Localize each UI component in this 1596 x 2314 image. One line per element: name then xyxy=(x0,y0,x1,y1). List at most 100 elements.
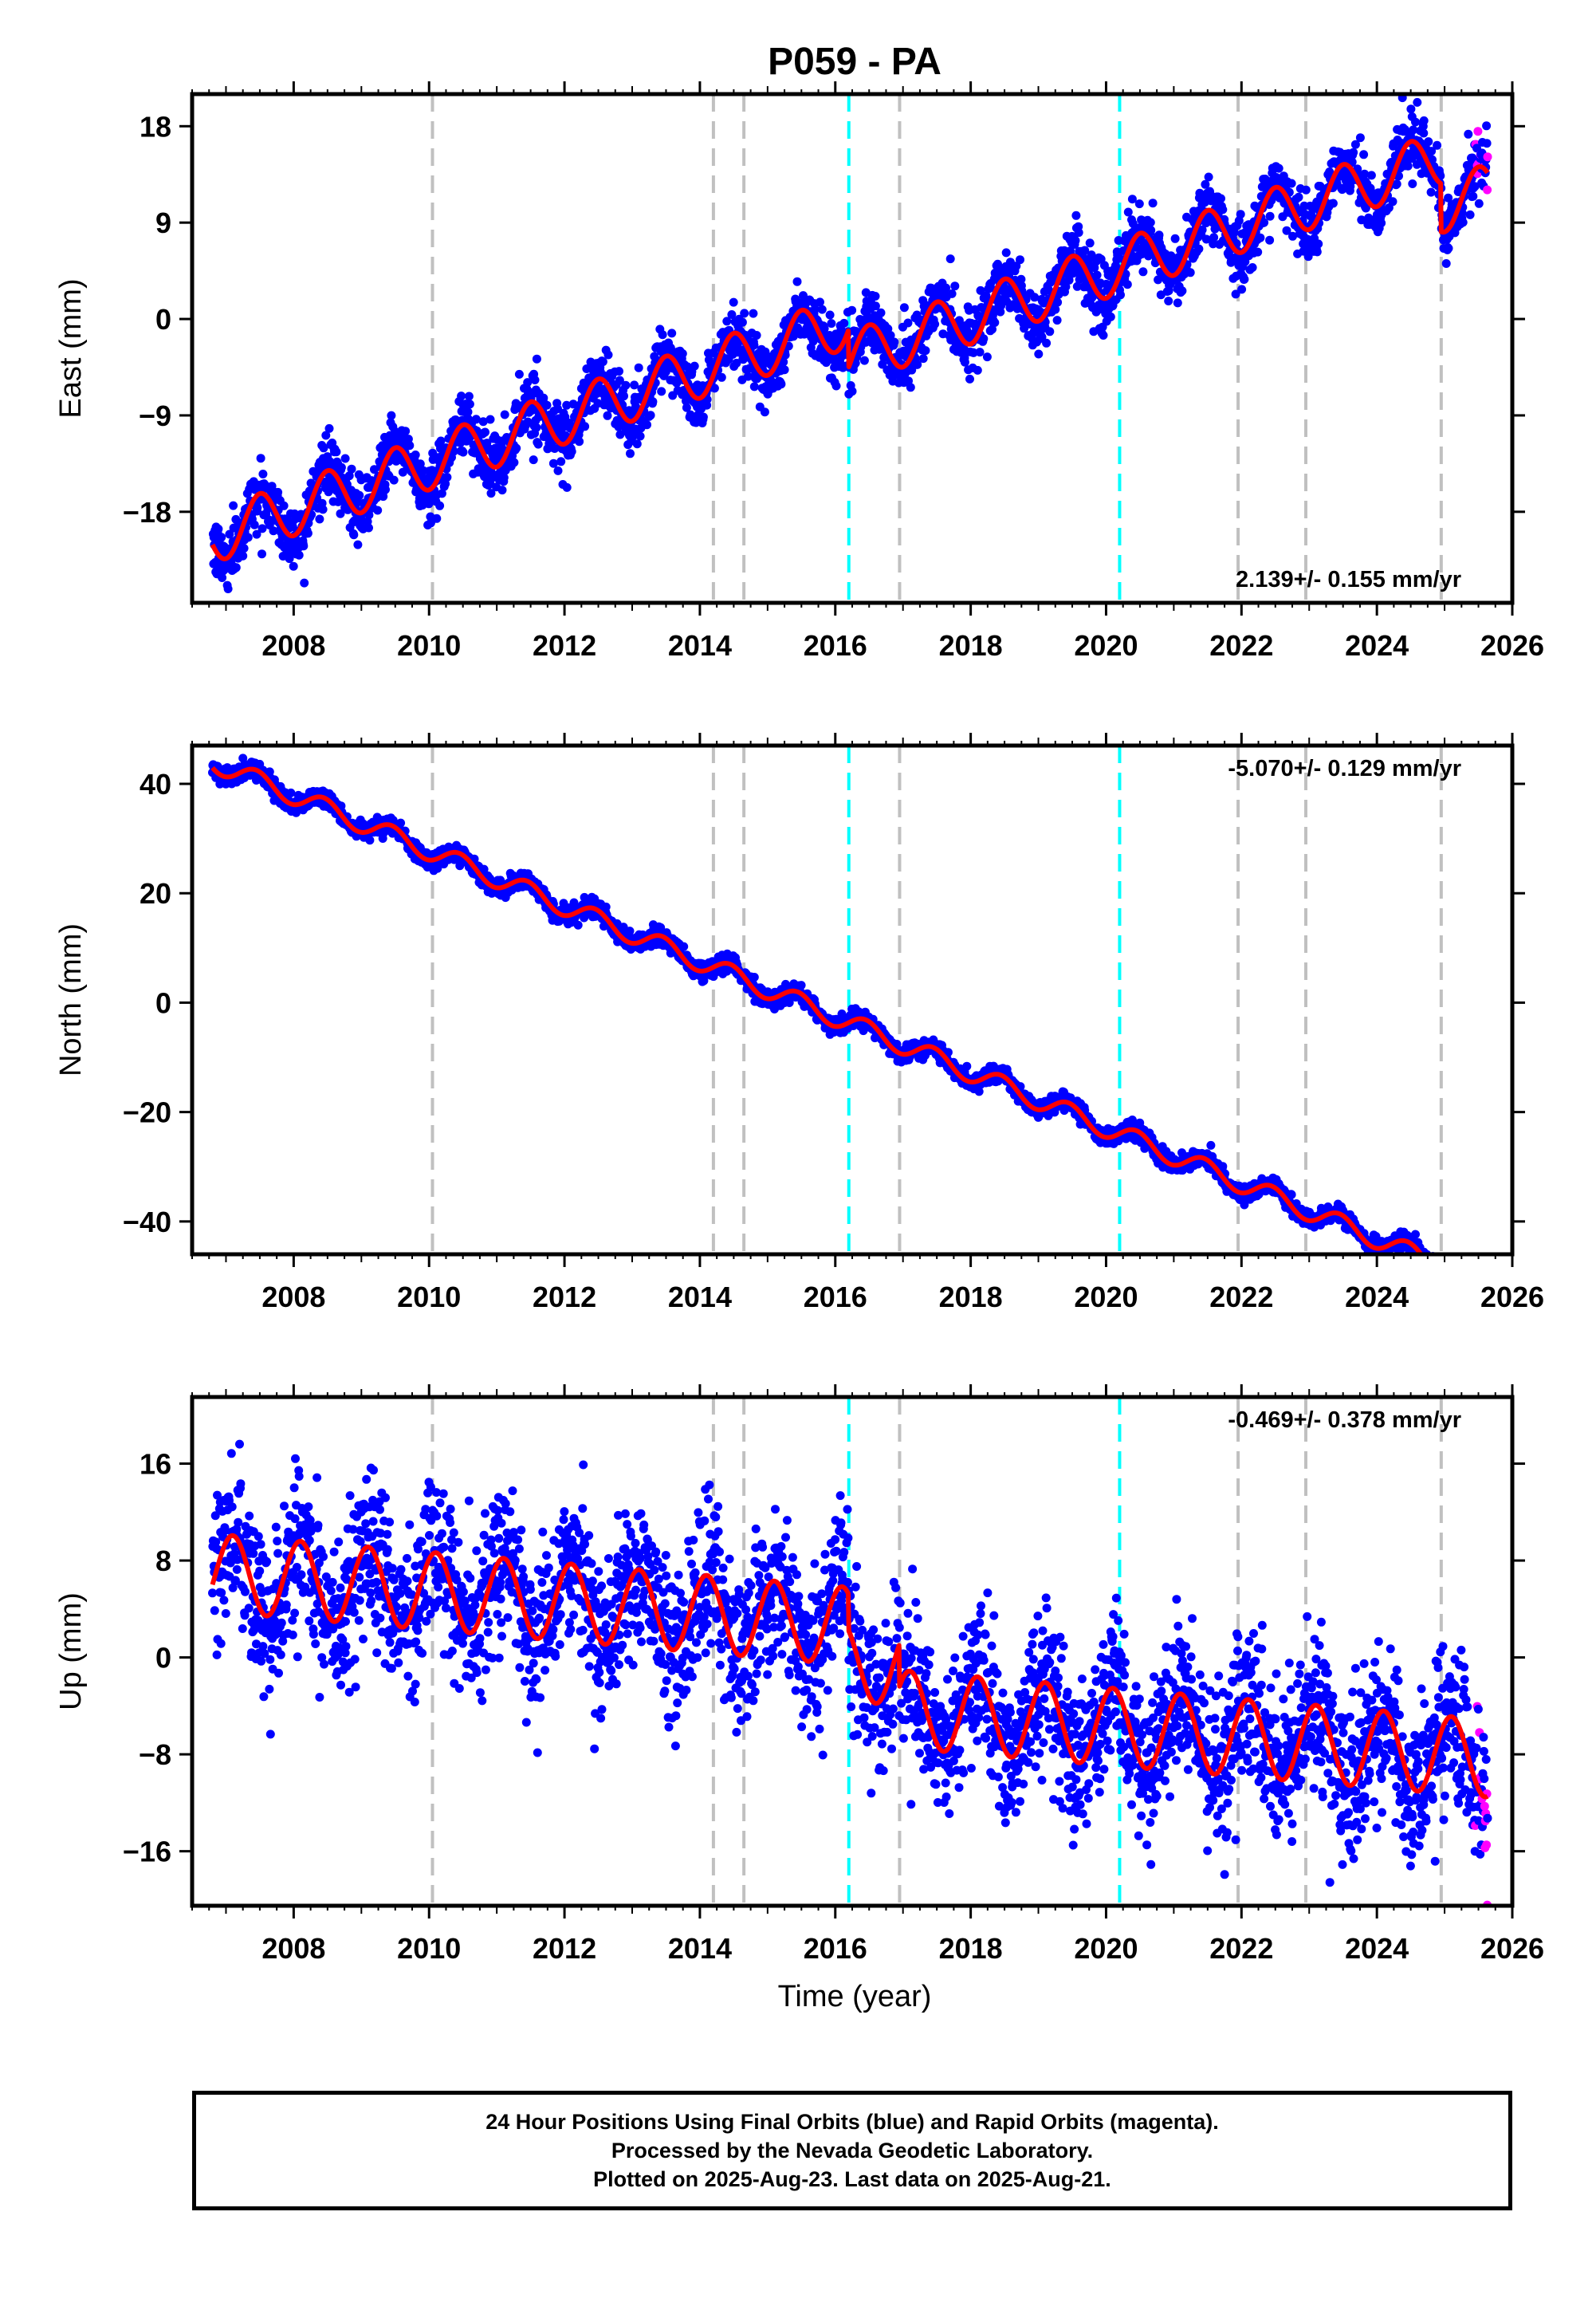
final-orbit-point xyxy=(918,354,928,364)
panel-north: North (mm)2008 2010 2012 2014 2016 2018 2020 20… xyxy=(54,733,1544,1313)
final-orbit-point xyxy=(1087,250,1096,260)
east-x-tick-label: 2024 xyxy=(1345,629,1409,662)
final-orbit-point xyxy=(1037,333,1047,342)
final-orbit-point xyxy=(258,470,268,478)
final-orbit-point xyxy=(321,431,331,440)
rapid-orbit-point xyxy=(1483,152,1492,162)
final-orbit-point xyxy=(365,836,375,845)
final-orbit-point xyxy=(364,523,373,533)
final-orbit-point xyxy=(1444,243,1453,253)
final-orbit-point xyxy=(973,365,982,375)
final-orbit-point xyxy=(458,447,468,457)
final-orbit-point xyxy=(1071,211,1081,220)
final-orbit-point xyxy=(253,503,262,512)
final-orbit-point xyxy=(1392,179,1401,189)
final-orbit-point xyxy=(1482,121,1492,131)
final-orbit-point xyxy=(1357,215,1366,225)
final-orbit-point xyxy=(831,381,841,391)
final-orbit-point xyxy=(1236,210,1245,219)
final-orbit-point xyxy=(415,459,425,469)
final-orbit-point xyxy=(486,489,496,498)
final-orbit-point xyxy=(1001,248,1011,258)
final-orbit-point xyxy=(580,422,590,431)
final-orbit-point xyxy=(1394,171,1403,181)
final-orbit-point xyxy=(1231,289,1240,299)
north-y-tick-label: −40 xyxy=(123,1206,171,1238)
final-orbit-point xyxy=(732,358,741,368)
final-orbit-point xyxy=(257,524,267,533)
east-y-tick-label: 18 xyxy=(140,110,171,143)
final-orbit-point xyxy=(743,372,753,381)
final-orbit-point xyxy=(890,337,899,347)
final-orbit-point xyxy=(1346,182,1355,191)
final-orbit-point xyxy=(294,550,304,560)
final-orbit-point xyxy=(1464,129,1473,139)
final-orbit-point xyxy=(630,380,639,390)
final-orbit-point xyxy=(1170,234,1180,243)
final-orbit-point xyxy=(698,412,708,422)
east-x-tick-label: 2022 xyxy=(1209,629,1273,662)
final-orbit-point xyxy=(567,447,576,456)
final-orbit-point xyxy=(344,471,354,481)
final-orbit-point xyxy=(930,320,940,329)
final-orbit-point xyxy=(1397,94,1407,103)
final-orbit-point xyxy=(435,501,445,510)
final-orbit-point xyxy=(1051,305,1060,314)
final-orbit-point xyxy=(679,942,689,951)
final-orbit-point xyxy=(921,346,930,356)
final-orbit-point xyxy=(257,549,266,559)
final-orbit-point xyxy=(1256,233,1265,242)
final-orbit-point xyxy=(976,285,985,295)
final-orbit-point xyxy=(913,360,922,369)
final-orbit-point xyxy=(553,466,563,475)
final-orbit-point xyxy=(389,475,399,485)
final-orbit-point xyxy=(820,324,829,333)
final-orbit-point xyxy=(749,309,758,318)
final-orbit-point xyxy=(353,540,363,549)
final-orbit-point xyxy=(556,457,566,466)
east-x-tick-label: 2020 xyxy=(1074,629,1138,662)
final-orbit-point xyxy=(411,451,420,459)
final-orbit-point xyxy=(457,392,466,401)
final-orbit-point xyxy=(658,330,667,340)
north-x-tick-label: 2026 xyxy=(1480,1281,1544,1313)
final-orbit-point xyxy=(480,472,489,482)
final-orbit-point xyxy=(509,458,519,467)
final-orbit-point xyxy=(289,561,298,571)
final-orbit-point xyxy=(825,310,835,320)
north-x-tick-label: 2008 xyxy=(261,1281,325,1313)
north-y-tick-label: 40 xyxy=(140,768,171,801)
north-x-tick-label: 2014 xyxy=(668,1281,732,1313)
final-orbit-point xyxy=(315,514,324,524)
final-orbit-point xyxy=(749,382,759,392)
final-orbit-point xyxy=(575,437,584,447)
final-orbit-point xyxy=(859,356,869,365)
final-orbit-point xyxy=(533,439,543,449)
final-orbit-point xyxy=(532,423,541,432)
final-orbit-point xyxy=(1042,338,1052,348)
final-orbit-point xyxy=(1197,225,1207,234)
north-x-tick-label: 2010 xyxy=(397,1281,461,1313)
final-orbit-point xyxy=(615,376,624,385)
final-orbit-point xyxy=(710,384,719,393)
final-orbit-point xyxy=(1106,312,1115,321)
final-orbit-point xyxy=(722,317,732,326)
final-orbit-point xyxy=(643,420,651,430)
final-orbit-point xyxy=(269,526,278,536)
final-orbit-point xyxy=(749,340,759,350)
final-orbit-point xyxy=(1209,233,1219,242)
final-orbit-point xyxy=(817,305,827,314)
final-orbit-point xyxy=(1116,290,1125,300)
east-plot-area xyxy=(208,94,1492,603)
final-orbit-point xyxy=(562,400,572,410)
rapid-orbit-point xyxy=(1483,185,1492,195)
final-orbit-point xyxy=(603,350,613,360)
east-y-tick-label: −18 xyxy=(123,496,171,529)
final-orbit-point xyxy=(1061,282,1071,292)
final-orbit-point xyxy=(1237,285,1247,294)
final-orbit-point xyxy=(950,281,960,291)
final-orbit-point xyxy=(1347,157,1357,167)
final-orbit-point xyxy=(1034,349,1044,359)
final-orbit-point xyxy=(238,551,248,561)
final-orbit-point xyxy=(1253,247,1263,257)
